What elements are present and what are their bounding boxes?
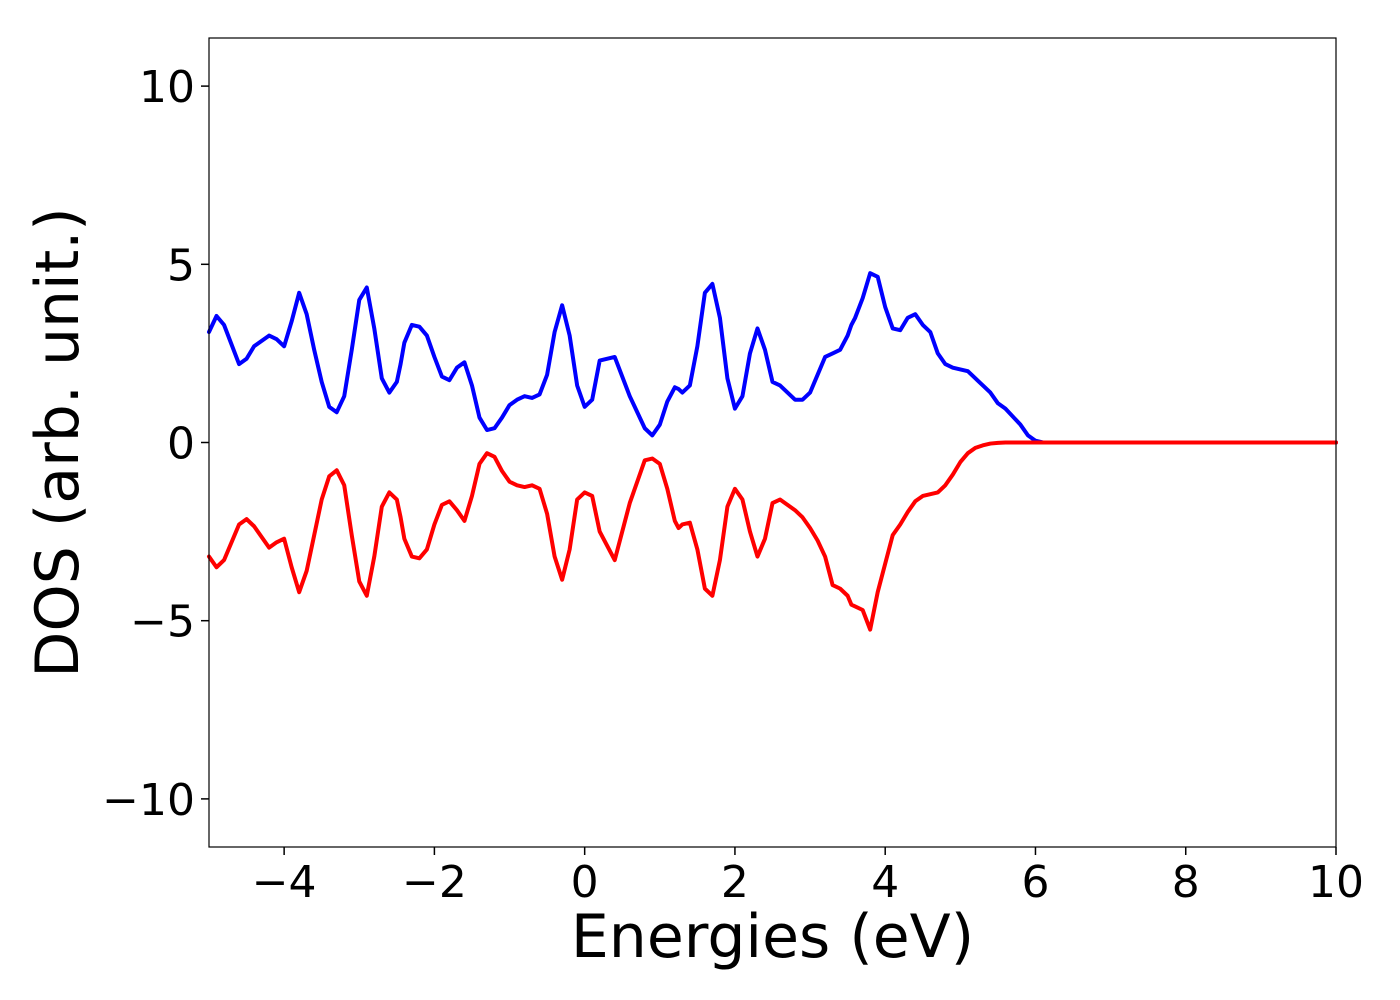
x-tick-label: 6 [1021,857,1049,908]
x-tick-label: 2 [721,857,749,908]
x-tick-label: −4 [252,857,317,908]
series-layer [207,271,1338,632]
x-axis-ticks: −4 −2 0 2 4 6 8 10 [252,847,1364,908]
y-axis-ticks: −10 −5 0 5 10 [102,62,209,826]
x-axis-label: Energies (eV) [571,902,974,972]
y-tick-label: −10 [102,775,195,826]
x-tick-label: 8 [1172,857,1200,908]
x-tick-label: 4 [871,857,899,908]
x-tick-label: 10 [1308,857,1364,908]
y-tick-label: 10 [139,62,195,113]
y-tick-label: −5 [130,597,195,648]
series-line-2 [207,440,1338,632]
y-tick-label: 0 [167,419,195,470]
x-tick-label: −2 [402,857,467,908]
plot-frame [208,37,1337,848]
y-axis-label: DOS (arb. unit.) [23,207,93,677]
y-tick-label: 5 [167,240,195,291]
x-tick-label: 0 [571,857,599,908]
